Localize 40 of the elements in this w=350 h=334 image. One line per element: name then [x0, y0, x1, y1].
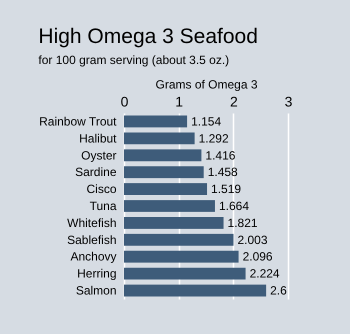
- y-tick-label: Tuna: [90, 199, 117, 213]
- data-label: 2.003: [237, 232, 268, 247]
- y-tick-label: Herring: [77, 266, 116, 281]
- bar: [124, 166, 204, 178]
- data-label: 2.6: [270, 284, 288, 298]
- data-label: 1.664: [218, 199, 250, 213]
- bar: [124, 132, 195, 144]
- y-tick-label: Cisco: [86, 182, 117, 196]
- bar: [124, 116, 188, 128]
- x-axis-title: Grams of Omega 3: [155, 78, 258, 92]
- y-tick-label: Sardine: [75, 165, 117, 180]
- data-label: 1.458: [208, 165, 238, 180]
- bar: [124, 268, 246, 280]
- y-tick-label: Halibut: [79, 131, 118, 146]
- bar: [124, 183, 208, 196]
- bar: [124, 149, 202, 162]
- bar: [124, 200, 215, 212]
- y-tick-label: Oyster: [81, 148, 116, 162]
- bar: [124, 284, 266, 296]
- data-label: 1.292: [198, 131, 229, 146]
- data-label: 1.821: [228, 216, 258, 230]
- bar: [124, 216, 224, 229]
- data-label: 1.154: [191, 114, 222, 128]
- y-tick-label: Salmon: [76, 284, 116, 298]
- data-label: 2.096: [242, 250, 273, 264]
- bar: [124, 250, 239, 263]
- y-tick-label: Rainbow Trout: [39, 114, 118, 128]
- y-tick-label: Sablefish: [67, 232, 116, 247]
- bar: [124, 234, 234, 246]
- x-tick-label: 2: [230, 94, 238, 110]
- chart-subtitle: for 100 gram serving (about 3.5 oz.): [38, 53, 230, 67]
- data-label: 1.519: [211, 182, 242, 196]
- y-tick-label: Anchovy: [70, 250, 116, 264]
- y-tick-label: Whitefish: [67, 216, 116, 230]
- data-label: 1.416: [205, 148, 236, 162]
- x-tick-label: 1: [175, 94, 184, 110]
- data-label: 2.224: [250, 266, 280, 281]
- chart-title: High Omega 3 Seafood: [38, 25, 258, 48]
- x-tick-label: 0: [120, 94, 129, 110]
- x-tick-label: 3: [284, 94, 293, 110]
